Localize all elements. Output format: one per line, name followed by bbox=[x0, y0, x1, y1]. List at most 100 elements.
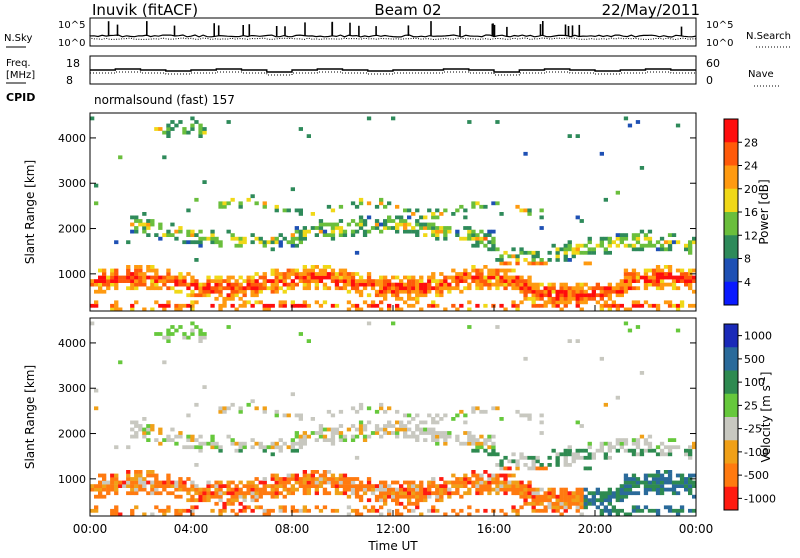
power-cell bbox=[391, 219, 396, 223]
colorbar-segment bbox=[724, 281, 738, 306]
velocity-cell bbox=[415, 427, 420, 432]
velocity-cell bbox=[90, 484, 95, 488]
velocity-cell bbox=[102, 487, 107, 492]
velocity-cell bbox=[298, 477, 303, 481]
velocity-cell bbox=[659, 452, 665, 457]
power-cell bbox=[387, 226, 392, 230]
power-cell bbox=[226, 282, 231, 287]
power-cell bbox=[483, 303, 488, 308]
velocity-cell bbox=[286, 477, 291, 481]
velocity-cell bbox=[322, 470, 328, 474]
velocity-cell bbox=[563, 491, 568, 496]
colorbar-segment bbox=[724, 142, 738, 166]
velocity-cell bbox=[647, 445, 653, 450]
power-cell bbox=[547, 289, 552, 294]
power-cell bbox=[354, 289, 360, 294]
power-cell bbox=[238, 275, 243, 280]
velocity-cell bbox=[126, 480, 131, 485]
velocity-cell bbox=[575, 452, 580, 457]
power-cell bbox=[94, 282, 99, 287]
colorbar-segment bbox=[724, 165, 738, 190]
velocity-cell bbox=[338, 480, 344, 485]
power-cell bbox=[290, 243, 295, 248]
power-cell bbox=[431, 222, 436, 227]
velocity-cell bbox=[555, 501, 560, 506]
power-cell bbox=[218, 243, 223, 248]
velocity-cell bbox=[238, 406, 243, 411]
colorbar-tick-label: 100 bbox=[744, 376, 765, 389]
power-cell bbox=[282, 272, 287, 276]
power-cell bbox=[274, 279, 279, 283]
power-cell bbox=[230, 303, 235, 308]
power-cell bbox=[607, 293, 612, 298]
power-cell bbox=[587, 261, 592, 266]
power-cell bbox=[142, 229, 147, 234]
power-cell bbox=[411, 282, 416, 287]
velocity-cell bbox=[623, 321, 629, 326]
velocity-cell bbox=[194, 484, 199, 488]
velocity-cell bbox=[102, 484, 107, 488]
power-cell bbox=[379, 201, 384, 206]
velocity-cell bbox=[647, 480, 653, 485]
velocity-cell bbox=[463, 477, 468, 481]
power-cell bbox=[579, 293, 584, 298]
noise-search-line bbox=[89, 37, 697, 41]
power-cell bbox=[374, 282, 380, 287]
power-cell bbox=[519, 279, 524, 283]
velocity-cell bbox=[651, 448, 657, 453]
velocity-cell bbox=[262, 508, 267, 513]
velocity-cell bbox=[475, 448, 480, 453]
power-cell bbox=[559, 293, 564, 298]
velocity-cell bbox=[210, 434, 215, 439]
velocity-heatmap bbox=[90, 321, 697, 517]
power-cell bbox=[358, 279, 364, 283]
power-cell bbox=[302, 226, 307, 230]
velocity-cell bbox=[114, 484, 119, 488]
power-cell bbox=[431, 300, 436, 305]
power-cell bbox=[178, 279, 183, 283]
power-cell bbox=[688, 243, 693, 248]
power-cell bbox=[274, 275, 279, 280]
power-cell bbox=[539, 282, 544, 287]
velocity-cell bbox=[190, 434, 195, 439]
power-cell bbox=[651, 243, 657, 248]
velocity-cell bbox=[146, 473, 151, 478]
velocity-cell bbox=[114, 477, 119, 481]
velocity-cell bbox=[607, 512, 612, 517]
velocity-cell bbox=[395, 494, 400, 499]
velocity-cell bbox=[330, 480, 336, 485]
power-cell bbox=[391, 282, 396, 287]
velocity-cell bbox=[663, 452, 669, 457]
power-cell bbox=[102, 282, 107, 287]
power-cell bbox=[130, 229, 135, 234]
velocity-cell bbox=[407, 487, 412, 492]
power-cell bbox=[226, 275, 231, 280]
velocity-cell bbox=[174, 494, 179, 499]
velocity-cell bbox=[523, 413, 528, 418]
power-cell bbox=[403, 226, 408, 230]
velocity-cell bbox=[134, 434, 139, 439]
power-cell bbox=[142, 272, 147, 276]
power-cell bbox=[619, 286, 624, 291]
power-cell bbox=[627, 282, 633, 287]
power-cell bbox=[471, 201, 476, 206]
velocity-cell bbox=[238, 494, 243, 499]
velocity-cell bbox=[374, 494, 380, 499]
velocity-cell bbox=[198, 445, 203, 450]
power-cell bbox=[342, 229, 348, 234]
velocity-cell bbox=[218, 406, 223, 411]
power-cell bbox=[366, 303, 372, 308]
velocity-cell bbox=[471, 484, 476, 488]
power-cell bbox=[663, 300, 669, 305]
velocity-cell bbox=[130, 484, 135, 488]
power-cell bbox=[326, 222, 332, 227]
power-cell bbox=[479, 236, 484, 241]
power-cell bbox=[258, 236, 263, 241]
velocity-cell bbox=[623, 512, 629, 517]
velocity-cell bbox=[423, 494, 428, 499]
velocity-cell bbox=[539, 487, 544, 492]
velocity-cell bbox=[527, 417, 532, 421]
velocity-cell bbox=[571, 494, 576, 499]
power-cell bbox=[567, 243, 572, 248]
